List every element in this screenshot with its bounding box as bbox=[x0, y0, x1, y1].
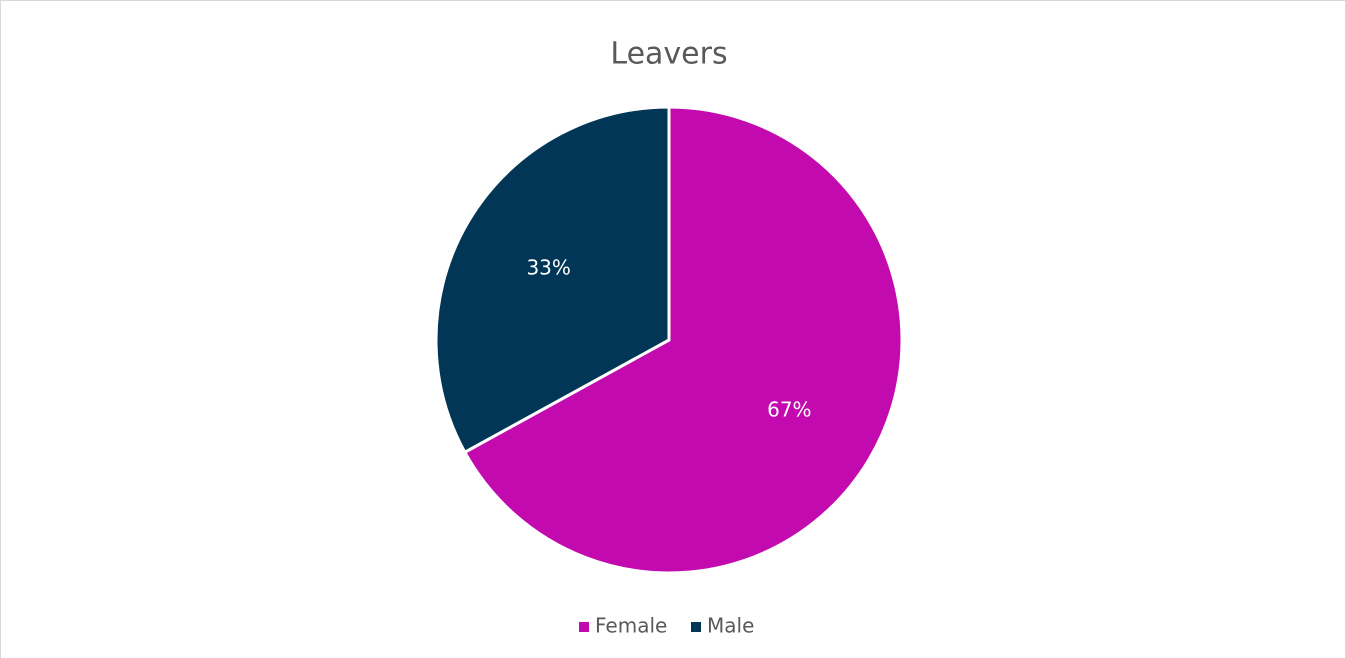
pie-slice bbox=[462, 105, 904, 575]
legend-swatch bbox=[579, 622, 589, 632]
data-label: 33% bbox=[526, 255, 570, 279]
chart-title: Leavers bbox=[610, 37, 727, 72]
legend-label: Male bbox=[707, 614, 754, 638]
legend-swatch bbox=[691, 622, 701, 632]
legend-label: Female bbox=[595, 614, 667, 638]
pie-slice bbox=[434, 105, 671, 455]
data-label: 67% bbox=[767, 398, 811, 422]
